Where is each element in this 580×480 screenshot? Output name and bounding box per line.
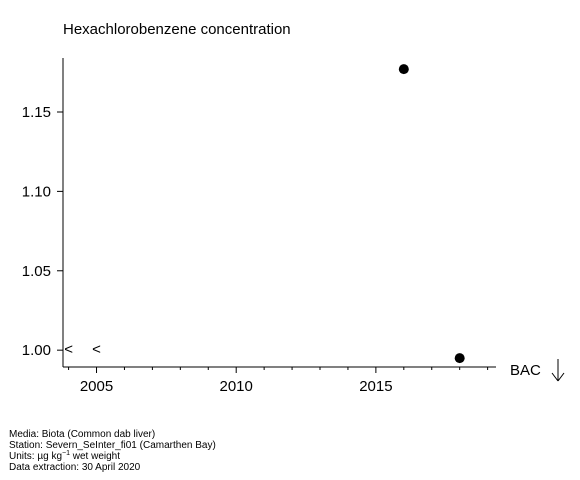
data-points: [398, 64, 465, 364]
x-tick-label: 2010: [220, 378, 253, 395]
less-than-markers: < <: [64, 341, 101, 358]
down-arrow-icon: [551, 359, 565, 382]
y-tick-label: 1.10: [22, 183, 51, 200]
x-tick-label: 2015: [359, 378, 392, 395]
y-ticks: 1.00 1.05 1.10 1.15: [22, 104, 63, 359]
less-than-marker: <: [64, 341, 73, 358]
footer-units: Units: µg kg−1 wet weight: [9, 450, 216, 462]
footer: Media: Biota (Common dab liver) Station:…: [9, 429, 216, 473]
data-point: [398, 64, 409, 75]
x-ticks: 2005 2010 2015: [68, 367, 489, 395]
y-tick-label: 1.05: [22, 263, 51, 280]
units-suffix: wet weight: [70, 451, 121, 462]
footer-media: Media: Biota (Common dab liver): [9, 429, 156, 440]
bac-label: BAC: [510, 362, 541, 379]
units-exponent: −1: [62, 450, 70, 457]
footer-station: Station: Severn_SeInter_fi01 (Camarthen …: [9, 440, 216, 451]
y-tick-label: 1.15: [22, 104, 51, 121]
y-tick-label: 1.00: [22, 342, 51, 359]
x-tick-label: 2005: [80, 378, 113, 395]
bac-reference: BAC: [510, 359, 565, 382]
units-prefix: Units: µg kg: [9, 451, 63, 462]
less-than-marker: <: [92, 341, 101, 358]
footer-extraction: Data extraction: 30 April 2020: [9, 462, 141, 473]
data-point: [454, 353, 465, 364]
chart-title: Hexachlorobenzene concentration: [63, 21, 291, 38]
